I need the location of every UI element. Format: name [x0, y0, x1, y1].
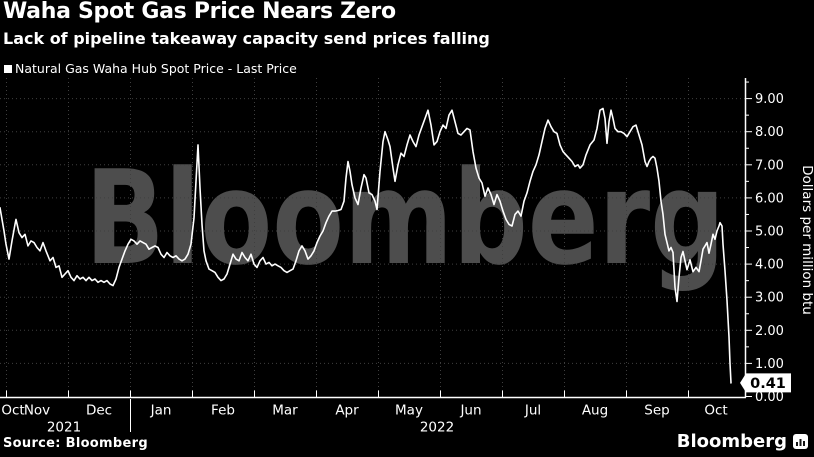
svg-text:Aug: Aug	[582, 403, 608, 419]
svg-text:Jul: Jul	[524, 403, 541, 419]
axes	[0, 78, 752, 399]
chart-subtitle: Lack of pipeline takeaway capacity send …	[3, 29, 490, 48]
svg-text:4.00: 4.00	[755, 258, 784, 273]
x-axis-labels: Oct Nov Dec Jan Feb Mar Apr May Jun Jul Aug Sep Oct2…	[1, 399, 728, 436]
svg-text:May: May	[395, 403, 423, 419]
legend-swatch-icon	[4, 64, 12, 73]
svg-text:Apr: Apr	[335, 403, 359, 419]
svg-text:3.00: 3.00	[755, 291, 784, 306]
series-line	[0, 107, 732, 384]
svg-text:2021: 2021	[47, 420, 81, 436]
svg-text:2022: 2022	[420, 420, 454, 436]
svg-text:1.00: 1.00	[755, 357, 784, 372]
svg-text:Jun: Jun	[459, 403, 481, 419]
watermark-text: Bloomberg	[85, 142, 725, 294]
y-axis-labels: 0.00 1.00 2.00 3.00 4.00 5.00 6.00 7.00 8.00 9.00	[755, 92, 784, 405]
svg-text:Mar: Mar	[272, 403, 298, 419]
svg-text:Nov: Nov	[24, 403, 50, 419]
y-axis-title: Dollars per million btu	[799, 165, 814, 315]
svg-text:9.00: 9.00	[755, 92, 784, 107]
svg-text:Feb: Feb	[211, 403, 235, 419]
chart-title: Waha Spot Gas Price Nears Zero	[3, 0, 396, 24]
bloomberg-logo-text: Bloomberg	[676, 431, 787, 452]
svg-text:6.00: 6.00	[755, 191, 784, 206]
bar-chart-icon	[793, 434, 808, 449]
bloomberg-logo: Bloomberg	[677, 431, 808, 452]
svg-text:7.00: 7.00	[755, 158, 784, 173]
svg-text:Jan: Jan	[150, 403, 172, 419]
svg-text:Oct: Oct	[1, 403, 24, 419]
svg-text:8.00: 8.00	[755, 125, 784, 140]
svg-text:Oct: Oct	[704, 403, 727, 419]
svg-text:Dec: Dec	[86, 403, 112, 419]
legend: Natural Gas Waha Hub Spot Price - Last P…	[4, 61, 297, 76]
legend-label: Natural Gas Waha Hub Spot Price - Last P…	[15, 61, 297, 76]
last-price-callout: 0.41	[740, 373, 791, 393]
svg-text:Sep: Sep	[644, 403, 669, 419]
svg-text:0.41: 0.41	[750, 376, 786, 392]
svg-text:5.00: 5.00	[755, 225, 784, 240]
svg-text:0.00: 0.00	[755, 390, 784, 405]
svg-text:2.00: 2.00	[755, 324, 784, 339]
source-attribution: Source: Bloomberg	[3, 436, 148, 451]
